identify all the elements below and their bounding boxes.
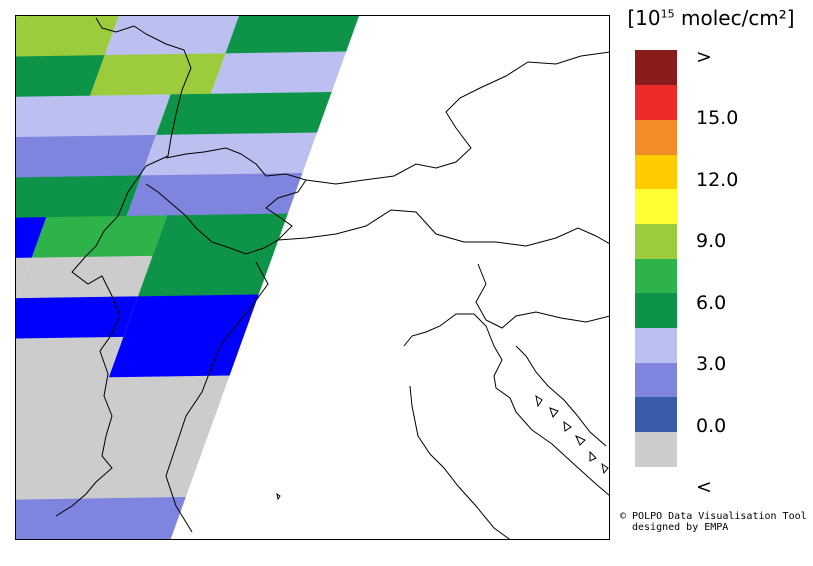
swath-pixel — [16, 257, 32, 301]
colorbar-tick-label: > — [696, 46, 712, 68]
credit-line-2: designed by EMPA — [632, 522, 729, 533]
swath-pixel — [108, 335, 245, 380]
colorbar-swatch — [635, 223, 677, 259]
colorbar-swatch — [635, 154, 677, 190]
swath-pixel — [31, 215, 168, 260]
swath-pixel — [16, 497, 186, 539]
swath-pixel — [16, 255, 153, 301]
swath-pixel — [16, 94, 171, 140]
colorbar-swatch — [635, 362, 677, 398]
swath-pixel — [16, 16, 119, 59]
swath-pixel — [210, 51, 347, 96]
swath-pixel — [140, 132, 318, 178]
colorbar-swatch — [635, 84, 677, 120]
swath-pixel — [104, 16, 239, 58]
corsica-islet — [276, 492, 281, 501]
swiss-border — [145, 147, 307, 255]
swath-pixel — [16, 416, 215, 462]
colorbar-swatch — [635, 188, 677, 224]
swath-pixel — [151, 213, 288, 258]
colorbar-swatch — [635, 258, 677, 294]
colorbar-swatch — [635, 431, 677, 467]
credit-text: © POLPO Data Visualisation Tool designed… — [620, 511, 807, 533]
satellite-swath — [16, 16, 359, 539]
colorbar-swatch — [635, 292, 677, 329]
slovenia-border — [475, 263, 609, 329]
swath-pixel — [16, 134, 157, 180]
swath-pixel — [16, 217, 47, 260]
austria-border — [305, 51, 609, 185]
istria-coast — [515, 345, 607, 447]
swath-pixel — [126, 173, 303, 218]
unit-label: [1015 molec/cm²] — [627, 6, 795, 30]
swath-pixel — [16, 298, 18, 302]
colorbar-swatch — [635, 50, 677, 86]
france-border — [55, 17, 192, 517]
credit-line-1: © POLPO Data Visualisation Tool — [620, 511, 807, 522]
italy-north-border — [277, 209, 609, 247]
swath-pixel — [16, 55, 105, 99]
swath-pixel — [16, 175, 142, 220]
italy-peninsula — [409, 385, 511, 539]
italy-coast — [165, 261, 269, 533]
swath-pixel — [16, 296, 138, 341]
colorbar-tick-label: 15.0 — [696, 107, 739, 130]
colorbar — [635, 50, 677, 467]
swath-pixel — [137, 254, 274, 299]
swath-pixel — [155, 92, 332, 137]
country-borders — [55, 17, 609, 539]
colorbar-tick-label: 0.0 — [696, 414, 727, 437]
adriatic-coast — [403, 313, 609, 496]
colorbar-swatch — [635, 397, 677, 433]
swath-pixel — [16, 456, 201, 502]
swath-pixel — [122, 294, 259, 339]
colorbar-tick-label: < — [696, 476, 712, 498]
colorbar-tick-label: 12.0 — [696, 168, 739, 191]
swath-pixel — [16, 336, 124, 381]
swath-pixel — [16, 375, 230, 421]
colorbar-tick-label: 6.0 — [696, 291, 727, 314]
colorbar-swatch — [635, 119, 677, 155]
colorbar-tick-label: 3.0 — [696, 353, 727, 376]
swath-pixel — [89, 53, 226, 98]
map-panel — [15, 15, 610, 540]
colorbar-tick-label: 9.0 — [696, 230, 727, 253]
swath-pixel — [224, 16, 359, 56]
colorbar-swatch — [635, 327, 677, 363]
croatia-islands — [535, 394, 609, 475]
map-canvas — [16, 16, 609, 539]
